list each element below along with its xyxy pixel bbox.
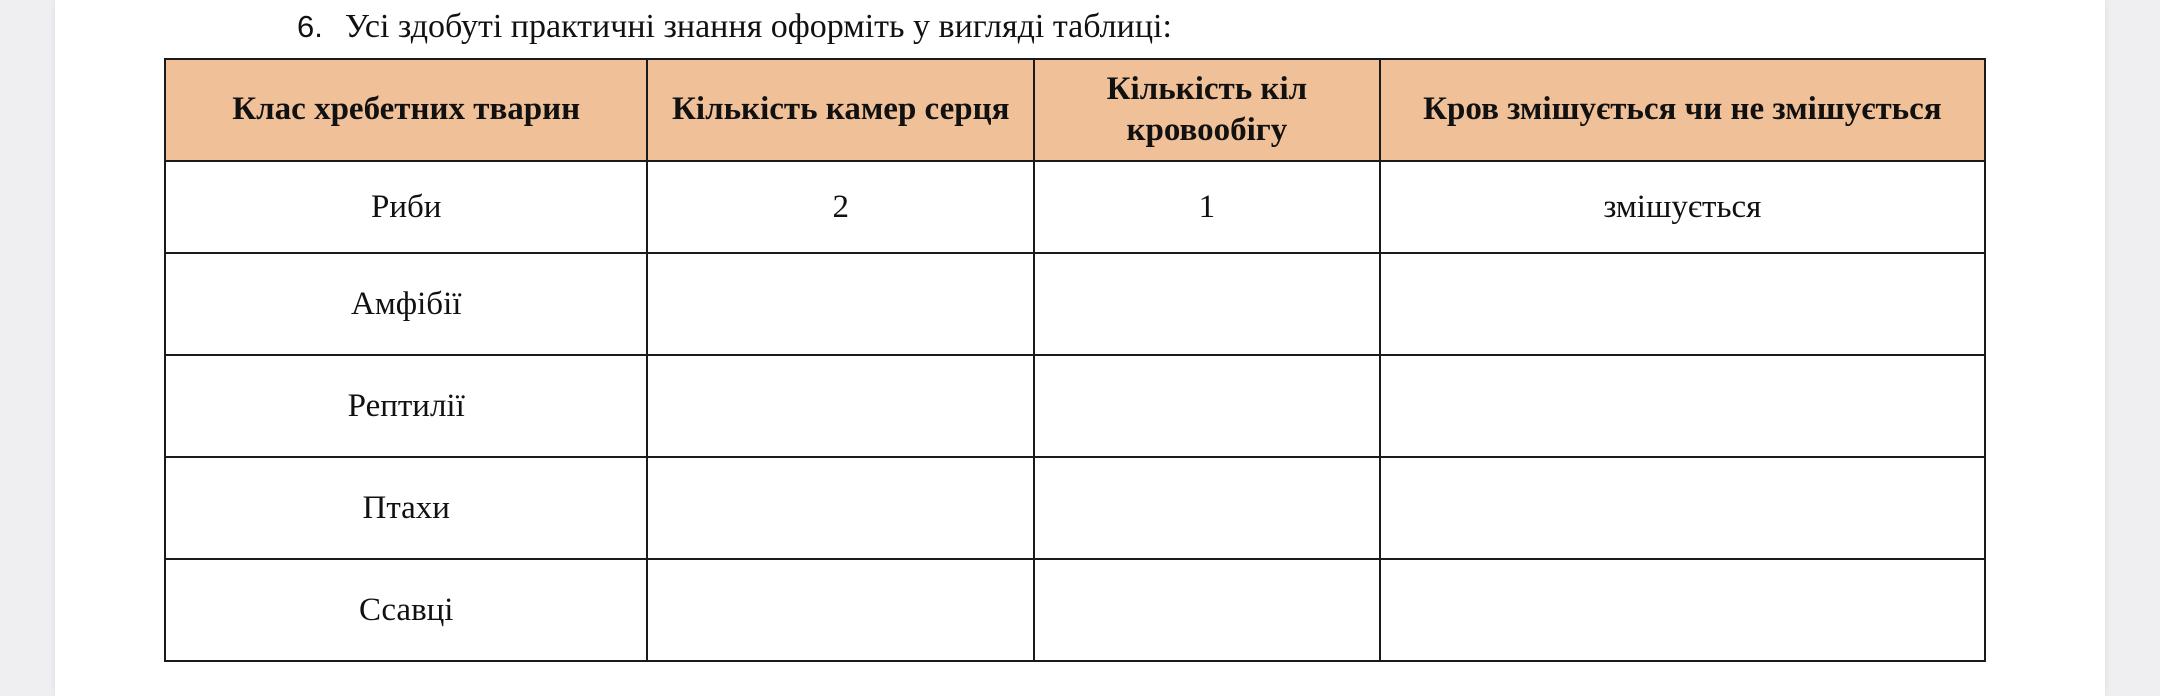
cell-circulation-circles[interactable] <box>1033 354 1381 458</box>
task-heading: 6. Усі здобуті практичні знання оформіть … <box>297 8 1172 46</box>
cell-class: Риби <box>163 160 649 254</box>
task-number: 6. <box>297 9 323 44</box>
cell-heart-chambers[interactable] <box>646 558 1036 662</box>
cell-class: Ссавці <box>163 558 649 662</box>
cell-blood-mixing[interactable] <box>1378 252 1987 356</box>
table-row: Рептилії <box>163 354 1987 458</box>
cell-blood-mixing[interactable] <box>1378 558 1987 662</box>
header-blood-mixing: Кров змішується чи не змішується <box>1378 58 1987 162</box>
header-heart-chambers: Кількість камер серця <box>646 58 1036 162</box>
cell-heart-chambers[interactable] <box>646 354 1036 458</box>
cell-circulation-circles[interactable] <box>1033 558 1381 662</box>
cell-circulation-circles[interactable] <box>1033 456 1381 560</box>
table-row: Риби 2 1 змішується <box>163 160 1987 254</box>
cell-circulation-circles[interactable]: 1 <box>1033 160 1381 254</box>
vertebrate-table: Клас хребетних тварин Кількість камер се… <box>163 58 1987 662</box>
cell-class: Птахи <box>163 456 649 560</box>
cell-class: Рептилії <box>163 354 649 458</box>
cell-blood-mixing[interactable] <box>1378 354 1987 458</box>
cell-blood-mixing[interactable]: змішується <box>1378 160 1987 254</box>
cell-heart-chambers[interactable]: 2 <box>646 160 1036 254</box>
cell-circulation-circles[interactable] <box>1033 252 1381 356</box>
header-circulation-circles: Кількість кіл кровообігу <box>1033 58 1381 162</box>
cell-heart-chambers[interactable] <box>646 456 1036 560</box>
table-row: Ссавці <box>163 558 1987 662</box>
task-text: Усі здобуті практичні знання оформіть у … <box>344 8 1172 45</box>
cell-class: Амфібії <box>163 252 649 356</box>
header-class: Клас хребетних тварин <box>163 58 649 162</box>
table-row: Амфібії <box>163 252 1987 356</box>
header-row: Клас хребетних тварин Кількість камер се… <box>163 58 1987 162</box>
cell-heart-chambers[interactable] <box>646 252 1036 356</box>
cell-blood-mixing[interactable] <box>1378 456 1987 560</box>
table-row: Птахи <box>163 456 1987 560</box>
